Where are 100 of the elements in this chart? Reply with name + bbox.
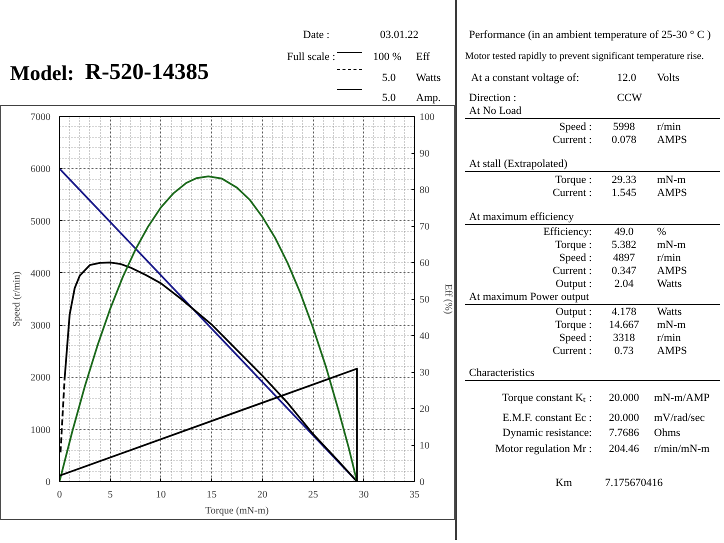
text: % [657, 225, 666, 240]
text: 49.0 [614, 225, 634, 240]
text: 0.078 [612, 133, 636, 148]
text: Current : [552, 133, 592, 148]
x-tick-label: 25 [308, 490, 318, 500]
text: Dynamic resistance: [502, 426, 592, 441]
text: 20.000 [608, 391, 640, 406]
text: 29.33 [612, 173, 636, 188]
text: 0.73 [614, 344, 634, 359]
x-axis-title: Torque (mN-m) [205, 506, 269, 516]
y2-tick-label: 0 [420, 477, 424, 488]
text: mN-m [657, 238, 686, 253]
text: Performance (in an ambient temperature of 25-30 ° C ) [469, 28, 711, 43]
y-tick-label: 1000 [30, 424, 50, 436]
text: 12.0 [617, 71, 636, 86]
text: Eff [416, 50, 430, 65]
text: Speed : [559, 251, 592, 266]
text: Full scale : [287, 50, 336, 65]
y-tick-label: 6000 [30, 164, 50, 176]
chart-subtitle: R-520-14385 [85, 58, 209, 86]
text: Current : [552, 344, 592, 359]
text: mN-m [657, 318, 686, 333]
y-tick-label: 3000 [30, 320, 50, 332]
text: AMPS [657, 186, 687, 201]
text: Output : [556, 277, 592, 292]
y2-tick-label: 40 [420, 331, 430, 342]
x-tick-label: 35 [410, 490, 420, 500]
text: AMPS [657, 264, 687, 279]
y-tick-label: 2000 [30, 372, 50, 384]
text: 3318 [613, 331, 635, 346]
text: At maximum Power output [469, 290, 590, 305]
y-axis-title: Speed (r/min) [12, 271, 22, 327]
text: Speed : [559, 331, 592, 346]
text: Torque : [555, 173, 592, 188]
text: 1.545 [612, 186, 636, 201]
chart-title: Model: [10, 60, 74, 87]
text: 5.0 [382, 71, 396, 86]
text: Volts [657, 71, 680, 86]
y2-axis-title: Eff (%) [442, 284, 454, 314]
text: At stall (Extrapolated) [469, 157, 568, 172]
x-tick-label: 10 [156, 490, 166, 500]
y2-tick-label: 90 [420, 148, 430, 160]
text: 5.0 [382, 91, 396, 106]
text: Torque : [555, 318, 592, 333]
text: Km [556, 476, 572, 491]
text: Watts [416, 71, 441, 86]
text: 7.175670416 [605, 476, 663, 491]
text: 7.7686 [608, 426, 640, 441]
text: Output : [556, 305, 592, 320]
text: Direction : [469, 91, 516, 106]
text: 20.000 [608, 411, 640, 426]
y2-tick-label: 80 [420, 185, 430, 196]
text: Torque constant Kₜ : [502, 391, 592, 406]
text: 5.382 [612, 238, 636, 253]
text: Watts [657, 277, 682, 292]
y2-tick-label: 20 [420, 404, 430, 415]
text: 03.01.22 [380, 28, 418, 43]
text: Date : [303, 28, 330, 43]
text: E.M.F. constant Ec : [502, 411, 592, 426]
x-tick-label: 15 [206, 490, 217, 500]
text: Current : [552, 186, 592, 201]
text: Motor regulation Mr : [495, 442, 592, 457]
x-tick-label: 30 [358, 490, 369, 500]
text: At a constant voltage of: [471, 71, 580, 86]
text: 5998 [613, 120, 635, 135]
text: Torque : [555, 238, 592, 253]
text: At No Load [469, 104, 522, 119]
text: r/min [657, 251, 681, 266]
text: Current : [552, 264, 592, 279]
y2-tick-label: 50 [420, 294, 430, 306]
y-tick-label: 0 [46, 477, 50, 488]
y-tick-label: 7000 [30, 112, 50, 123]
text: mV/rad/sec [654, 411, 705, 426]
y2-tick-label: 10 [420, 440, 430, 452]
text: Ohms [654, 426, 680, 441]
text: mN-m/AMP [654, 391, 710, 406]
text: Efficiency: [543, 225, 592, 240]
y-tick-label: 5000 [30, 216, 50, 228]
y2-tick-label: 60 [420, 258, 430, 269]
text: 4897 [613, 251, 635, 266]
y2-tick-label: 100 [420, 112, 434, 123]
x-tick-label: 20 [257, 490, 268, 500]
text: AMPS [657, 133, 687, 148]
text: r/min [657, 331, 681, 346]
text: 0.347 [612, 264, 636, 279]
text: r/min [657, 120, 681, 135]
text: 4.178 [612, 305, 636, 320]
text: Amp. [416, 91, 441, 106]
x-tick-label: 0 [57, 490, 62, 500]
text: 100 % [373, 50, 402, 65]
x-tick-label: 5 [108, 490, 113, 500]
text: Watts [657, 305, 682, 320]
y-tick-label: 4000 [30, 268, 50, 280]
text: At maximum efficiency [469, 210, 574, 225]
y2-tick-label: 30 [420, 368, 430, 378]
text: 2.04 [614, 277, 634, 292]
text: Motor tested rapidly to prevent significant temperature rise. [465, 50, 704, 64]
text: CCW [617, 91, 642, 106]
text: r/min/mN-m [654, 442, 710, 457]
y2-tick-label: 70 [420, 222, 430, 232]
